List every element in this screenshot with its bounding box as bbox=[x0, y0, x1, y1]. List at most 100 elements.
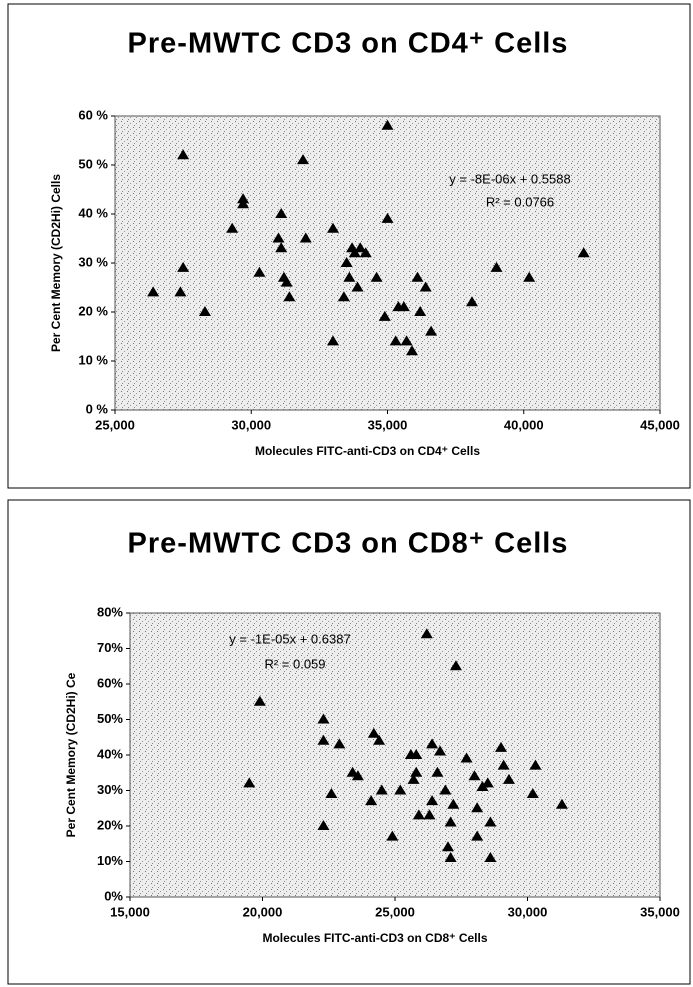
point bbox=[484, 816, 497, 827]
x-tick-label: 25,000 bbox=[95, 417, 135, 432]
annotation: y = -8E-06x + 0.5588 bbox=[449, 171, 570, 186]
point bbox=[325, 788, 338, 799]
y-tick-label: 10 % bbox=[78, 352, 108, 367]
point bbox=[381, 212, 394, 223]
point bbox=[465, 296, 478, 307]
point bbox=[497, 759, 510, 770]
point bbox=[367, 727, 380, 738]
point bbox=[476, 780, 489, 791]
point bbox=[410, 749, 423, 759]
chart-title: Pre-MWTC CD3 on CD8⁺ Cells bbox=[128, 528, 569, 560]
point bbox=[468, 770, 481, 781]
point bbox=[490, 261, 503, 272]
point bbox=[411, 271, 424, 282]
point bbox=[426, 738, 439, 749]
point bbox=[577, 247, 590, 258]
y-tick-label: 40 % bbox=[78, 205, 108, 220]
point bbox=[423, 809, 436, 820]
point bbox=[471, 802, 484, 813]
point bbox=[471, 830, 484, 841]
point bbox=[389, 335, 402, 346]
x-tick-label: 15,000 bbox=[110, 904, 150, 919]
point bbox=[394, 784, 407, 795]
point bbox=[333, 738, 346, 749]
point bbox=[365, 795, 378, 806]
y-tick-label: 60% bbox=[97, 675, 123, 690]
plot-area bbox=[114, 115, 661, 411]
x-axis-label: Molecules FITC-anti-CD3 on CD8⁺ Cells bbox=[262, 931, 487, 945]
point bbox=[426, 795, 439, 806]
point bbox=[449, 660, 462, 671]
point bbox=[272, 232, 285, 243]
point bbox=[198, 306, 211, 316]
point bbox=[523, 271, 536, 282]
plot-area bbox=[129, 612, 661, 898]
point bbox=[174, 286, 187, 297]
x-tick-label: 25,000 bbox=[375, 904, 415, 919]
point bbox=[317, 713, 330, 724]
point bbox=[275, 208, 288, 218]
point bbox=[502, 773, 515, 784]
point bbox=[299, 232, 312, 243]
point bbox=[407, 773, 420, 784]
point bbox=[397, 301, 410, 312]
point bbox=[370, 271, 383, 282]
point bbox=[340, 257, 353, 267]
annotation: R² = 0.0766 bbox=[486, 194, 554, 209]
point bbox=[529, 759, 542, 770]
point bbox=[400, 335, 413, 346]
point bbox=[442, 841, 454, 852]
x-tick-label: 30,000 bbox=[508, 904, 548, 919]
y-tick-label: 50% bbox=[97, 711, 123, 726]
point bbox=[373, 734, 386, 745]
x-tick-label: 35,000 bbox=[640, 904, 680, 919]
point bbox=[434, 745, 447, 756]
y-tick-label: 0% bbox=[104, 888, 123, 903]
y-tick-label: 40% bbox=[97, 746, 123, 761]
point bbox=[555, 798, 568, 809]
point bbox=[275, 242, 288, 253]
point bbox=[526, 788, 539, 799]
point bbox=[317, 820, 330, 830]
y-tick-label: 20 % bbox=[78, 303, 108, 318]
point bbox=[431, 766, 444, 777]
point bbox=[237, 193, 250, 204]
point bbox=[419, 281, 432, 292]
point bbox=[386, 830, 399, 841]
point bbox=[177, 149, 190, 160]
point bbox=[354, 242, 367, 253]
point bbox=[406, 345, 419, 356]
y-tick-label: 30 % bbox=[78, 254, 108, 269]
point bbox=[337, 291, 350, 302]
point bbox=[177, 261, 190, 272]
y-axis-label: Per Cent Memory (CD2Hi) Ce bbox=[64, 672, 78, 837]
point bbox=[343, 271, 356, 282]
point bbox=[147, 286, 160, 297]
point bbox=[444, 851, 457, 862]
y-axis-label: Per Cent Memory (CD2Hi) Cells bbox=[49, 174, 63, 352]
point bbox=[253, 266, 266, 277]
point bbox=[280, 276, 293, 287]
point bbox=[226, 222, 239, 233]
point bbox=[495, 741, 507, 752]
point bbox=[481, 777, 494, 788]
x-axis-label: Molecules FITC-anti-CD3 on CD4⁺ Cells bbox=[255, 444, 480, 458]
point bbox=[444, 816, 457, 827]
point bbox=[351, 281, 364, 292]
y-tick-label: 50 % bbox=[78, 156, 108, 171]
point bbox=[317, 734, 330, 745]
point bbox=[253, 695, 266, 706]
point bbox=[447, 798, 460, 809]
point bbox=[412, 809, 425, 820]
y-tick-label: 0 % bbox=[86, 401, 109, 416]
point bbox=[359, 247, 372, 258]
point bbox=[410, 766, 423, 777]
y-tick-label: 30% bbox=[97, 782, 123, 797]
point bbox=[351, 770, 364, 781]
point bbox=[327, 335, 339, 346]
x-tick-label: 45,000 bbox=[640, 417, 680, 432]
point bbox=[327, 222, 339, 233]
x-tick-label: 35,000 bbox=[368, 417, 408, 432]
point bbox=[460, 752, 473, 763]
